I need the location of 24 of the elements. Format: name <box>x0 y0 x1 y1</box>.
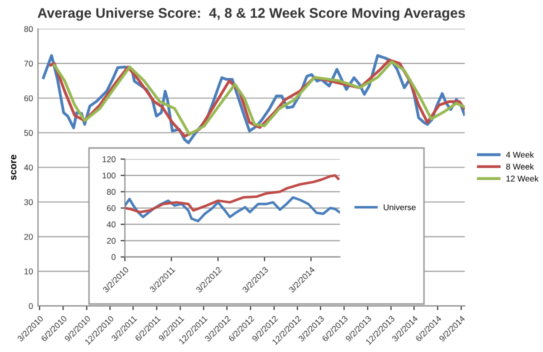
y-tick-label: 120 <box>102 156 116 162</box>
y-tick-label: 30 <box>24 199 33 206</box>
y-tick-label: 40 <box>24 164 33 170</box>
y-tick-label: 60 <box>24 95 33 102</box>
legend-label: 8 Week <box>506 163 534 170</box>
y-tick-label: 70 <box>24 60 33 67</box>
y-tick-label: 100 <box>102 172 116 179</box>
y-tick-label: 20 <box>24 234 33 240</box>
legend-label: Universe <box>384 204 416 210</box>
y-tick-label: 0 <box>112 254 116 260</box>
y-tick-label: 60 <box>107 205 116 212</box>
y-axis-title: score <box>11 154 16 180</box>
legend-label: 4 Week <box>506 152 534 158</box>
line-series <box>124 196 340 222</box>
y-tick-label: 50 <box>24 130 33 136</box>
y-tick-label: 0 <box>28 303 33 309</box>
y-tick-label: 40 <box>106 222 116 228</box>
chart-title: Average Universe Score: 4, 8 & 12 Week Score Moving Averages <box>38 8 465 21</box>
y-tick-label: 80 <box>106 188 116 195</box>
y-tick-label: 10 <box>24 268 33 274</box>
y-tick-label: 20 <box>107 238 116 244</box>
line-series <box>124 174 340 214</box>
y-tick-label: 80 <box>24 26 33 32</box>
legend-label: 12 Week <box>506 175 539 182</box>
